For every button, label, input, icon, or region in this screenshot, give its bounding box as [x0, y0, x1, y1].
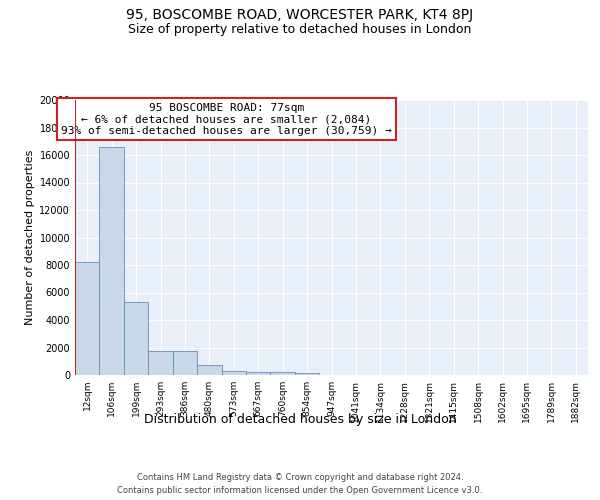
Bar [124, 302, 148, 375]
Text: 95, BOSCOMBE ROAD, WORCESTER PARK, KT4 8PJ: 95, BOSCOMBE ROAD, WORCESTER PARK, KT4 8… [127, 8, 473, 22]
Text: Contains HM Land Registry data © Crown copyright and database right 2024.: Contains HM Land Registry data © Crown c… [137, 472, 463, 482]
Bar [246, 372, 271, 375]
Bar [197, 366, 221, 375]
Text: 95 BOSCOMBE ROAD: 77sqm
← 6% of detached houses are smaller (2,084)
93% of semi-: 95 BOSCOMBE ROAD: 77sqm ← 6% of detached… [61, 103, 392, 136]
Bar [173, 351, 197, 375]
Bar [221, 370, 246, 375]
Bar [75, 262, 100, 375]
Bar [148, 351, 173, 375]
Y-axis label: Number of detached properties: Number of detached properties [25, 150, 35, 325]
Text: Contains public sector information licensed under the Open Government Licence v3: Contains public sector information licen… [118, 486, 482, 495]
Bar [100, 147, 124, 375]
Text: Size of property relative to detached houses in London: Size of property relative to detached ho… [128, 22, 472, 36]
Bar [295, 372, 319, 375]
Bar [271, 372, 295, 375]
Text: Distribution of detached houses by size in London: Distribution of detached houses by size … [143, 412, 457, 426]
